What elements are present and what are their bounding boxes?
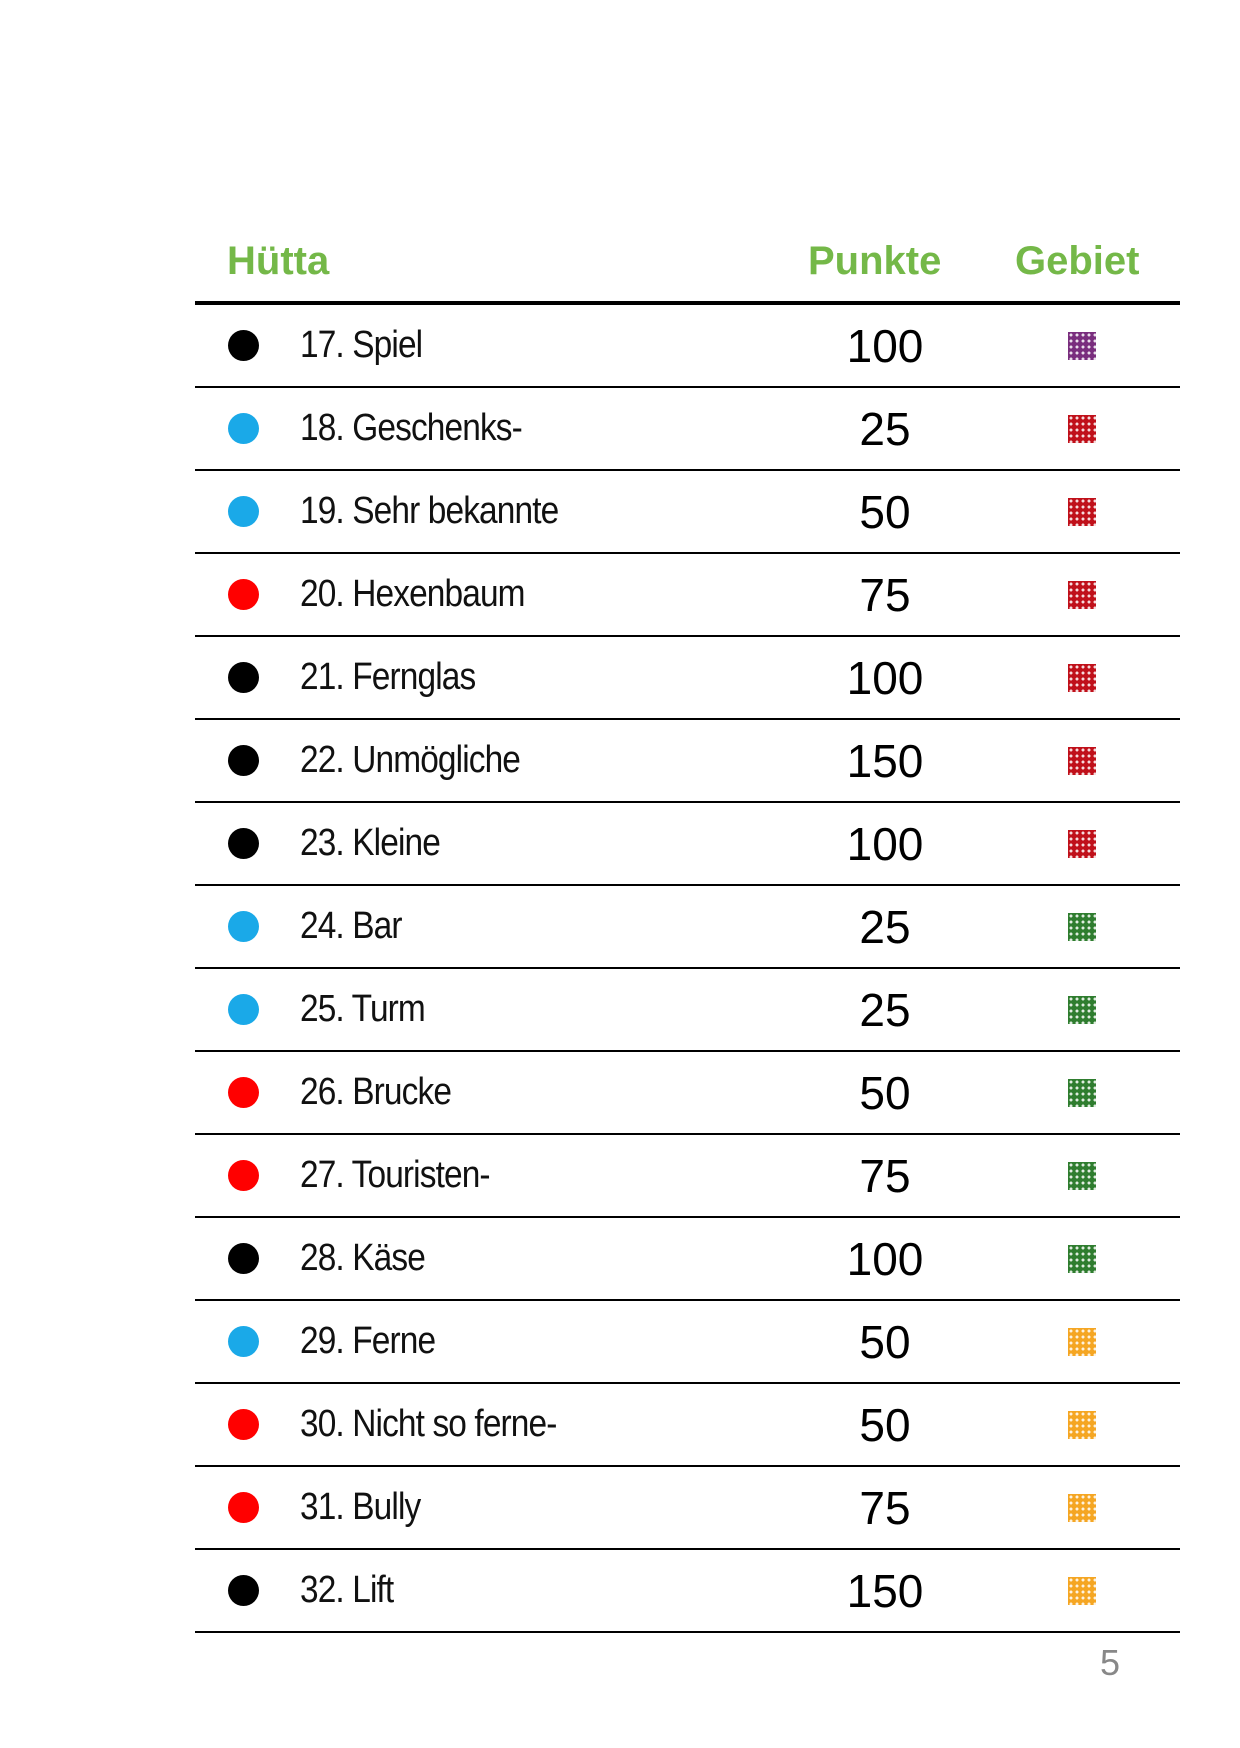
table-row: 25. Turm 25 (195, 969, 1180, 1052)
area-swatch-icon (1068, 913, 1096, 941)
hut-name: 31. Bully (300, 1486, 421, 1528)
hut-name: 29. Ferne (300, 1320, 436, 1362)
page-number: 5 (1100, 1642, 1121, 1683)
difficulty-dot-icon (228, 413, 259, 444)
area-swatch-icon (1068, 1162, 1096, 1190)
area-swatch-icon (1068, 1411, 1096, 1439)
difficulty-dot-icon (228, 1575, 259, 1606)
header-name: Hütta (227, 239, 330, 283)
table-row: 30. Nicht so ferne- 50 (195, 1384, 1180, 1467)
area-swatch-icon (1068, 1079, 1096, 1107)
huts-table: Hütta Punkte Gebiet 17. Spiel 100 18. Gesc… (195, 225, 1180, 1633)
hut-points: 75 (859, 1482, 911, 1534)
hut-points: 25 (859, 984, 911, 1036)
table-row: 19. Sehr bekannte 50 (195, 471, 1180, 554)
hut-name: 23. Kleine (300, 822, 441, 864)
difficulty-dot-icon (228, 1492, 259, 1523)
area-swatch-icon (1068, 830, 1096, 858)
table-header: Hütta Punkte Gebiet (195, 225, 1180, 305)
area-swatch-icon (1068, 1494, 1096, 1522)
table-row: 27. Touristen- 75 (195, 1135, 1180, 1218)
hut-name: 19. Sehr bekannte (300, 490, 559, 532)
hut-points: 25 (859, 403, 911, 455)
hut-name: 18. Geschenks- (300, 407, 523, 449)
table-row: 32. Lift 150 (195, 1550, 1180, 1633)
table-row: 17. Spiel 100 (195, 305, 1180, 388)
hut-points: 25 (859, 901, 911, 953)
area-swatch-icon (1068, 996, 1096, 1024)
difficulty-dot-icon (228, 662, 259, 693)
area-swatch-icon (1068, 1245, 1096, 1273)
table-row: 26. Brucke 50 (195, 1052, 1180, 1135)
hut-name: 27. Touristen- (300, 1154, 491, 1196)
table-body: 17. Spiel 100 18. Geschenks- 25 19. Sehr bek… (195, 305, 1180, 1633)
difficulty-dot-icon (228, 994, 259, 1025)
table-row: 23. Kleine 100 (195, 803, 1180, 886)
table-row: 21. Fernglas 100 (195, 637, 1180, 720)
hut-points: 50 (859, 486, 911, 538)
header-points: Punkte (808, 239, 942, 283)
hut-name: 30. Nicht so ferne- (300, 1403, 557, 1445)
difficulty-dot-icon (228, 828, 259, 859)
table-row: 22. Unmögliche 150 (195, 720, 1180, 803)
table-row: 20. Hexenbaum 75 (195, 554, 1180, 637)
difficulty-dot-icon (228, 579, 259, 610)
hut-name: 22. Unmögliche (300, 739, 521, 781)
difficulty-dot-icon (228, 1077, 259, 1108)
difficulty-dot-icon (228, 1243, 259, 1274)
difficulty-dot-icon (228, 911, 259, 942)
hut-points: 150 (846, 735, 924, 787)
area-swatch-icon (1068, 332, 1096, 360)
table-row: 24. Bar 25 (195, 886, 1180, 969)
hut-points: 150 (846, 1565, 924, 1617)
hut-points: 50 (859, 1067, 911, 1119)
area-swatch-icon (1068, 1577, 1096, 1605)
hut-name: 26. Brucke (300, 1071, 452, 1113)
area-swatch-icon (1068, 498, 1096, 526)
area-swatch-icon (1068, 747, 1096, 775)
area-swatch-icon (1068, 664, 1096, 692)
table-row: 28. Käse 100 (195, 1218, 1180, 1301)
hut-points: 100 (846, 818, 924, 870)
hut-points: 50 (859, 1316, 911, 1368)
hut-name: 25. Turm (300, 988, 426, 1030)
hut-name: 24. Bar (300, 905, 403, 947)
table-row: 18. Geschenks- 25 (195, 388, 1180, 471)
difficulty-dot-icon (228, 496, 259, 527)
difficulty-dot-icon (228, 330, 259, 361)
hut-name: 32. Lift (300, 1569, 394, 1611)
area-swatch-icon (1068, 415, 1096, 443)
difficulty-dot-icon (228, 1160, 259, 1191)
hut-points: 100 (846, 320, 924, 372)
hut-points: 75 (859, 569, 911, 621)
hut-name: 28. Käse (300, 1237, 426, 1279)
header-area: Gebiet (1015, 239, 1140, 283)
table-row: 29. Ferne 50 (195, 1301, 1180, 1384)
hut-points: 50 (859, 1399, 911, 1451)
hut-points: 75 (859, 1150, 911, 1202)
difficulty-dot-icon (228, 1326, 259, 1357)
table-row: 31. Bully 75 (195, 1467, 1180, 1550)
hut-name: 21. Fernglas (300, 656, 476, 698)
difficulty-dot-icon (228, 745, 259, 776)
area-swatch-icon (1068, 1328, 1096, 1356)
hut-name: 17. Spiel (300, 324, 423, 366)
area-swatch-icon (1068, 581, 1096, 609)
hut-points: 100 (846, 652, 924, 704)
difficulty-dot-icon (228, 1409, 259, 1440)
hut-points: 100 (846, 1233, 924, 1285)
hut-name: 20. Hexenbaum (300, 573, 526, 615)
